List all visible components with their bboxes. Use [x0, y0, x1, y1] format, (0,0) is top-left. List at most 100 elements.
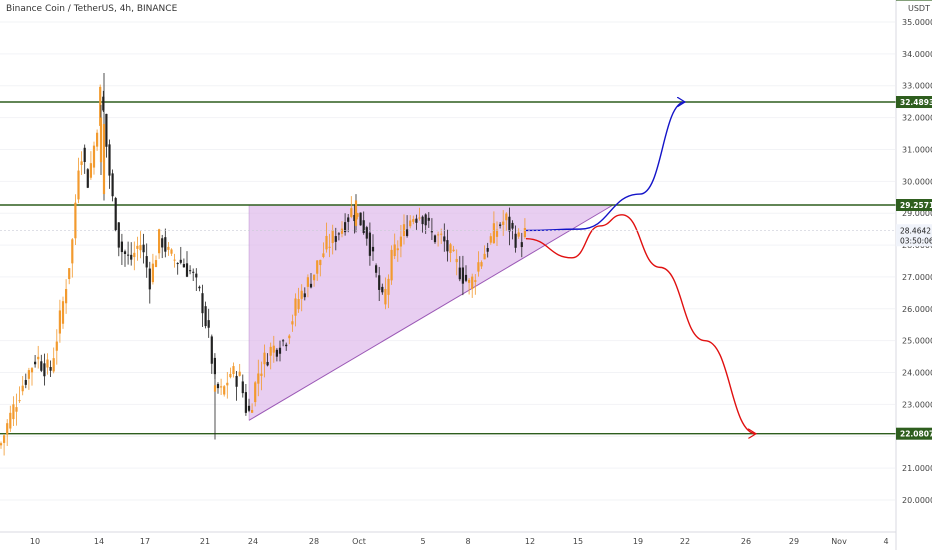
candle-body [229, 373, 232, 378]
candle-body [37, 356, 40, 360]
candle-body [415, 218, 418, 223]
candle-body [511, 222, 514, 229]
candle-body [80, 161, 83, 165]
candle-body [477, 262, 480, 272]
candle-body [375, 265, 378, 273]
bearish-projection-arrow [525, 214, 756, 434]
candle-body [142, 244, 145, 253]
candle-body [409, 220, 412, 227]
price-tick-label: 26.0000 [902, 305, 932, 314]
candle-body [130, 254, 133, 260]
candle-body [74, 202, 77, 239]
chart-title: Binance Coin / TetherUS, 4h, BINANCE [6, 4, 178, 14]
candle-body [362, 220, 365, 234]
candle-body [365, 227, 368, 239]
price-tick-label: 34.0000 [902, 50, 932, 59]
candle-body [353, 215, 356, 222]
candle-body [43, 363, 46, 377]
candle-body [505, 213, 508, 221]
candle-body [9, 412, 12, 429]
candle-body [30, 368, 34, 373]
candle-body [359, 212, 362, 226]
time-tick-label: 29 [789, 537, 799, 546]
level-price-tag-label: 22.0807 [900, 430, 932, 439]
countdown-label: 03:50:06 [900, 236, 932, 245]
candle-body [120, 241, 123, 253]
candle-body [189, 270, 192, 272]
candle-body [421, 216, 424, 225]
candle-body [319, 259, 322, 266]
level-price-tag[interactable] [896, 96, 932, 109]
candle-body [390, 249, 393, 281]
level-price-tag[interactable] [896, 0, 932, 1]
candle-body [387, 278, 390, 295]
bullish-projection-arrow [525, 102, 685, 232]
candle-body [291, 321, 294, 325]
candle-body [127, 254, 130, 256]
candle-body [77, 170, 80, 200]
price-axis: 20.000021.000022.000023.000024.000025.00… [895, 0, 932, 550]
candle-body [437, 234, 440, 236]
price-tags: 32.489329.257122.080735.860228.464203:50… [0, 0, 932, 440]
candle-body [356, 213, 359, 217]
candle-body [86, 169, 89, 188]
time-tick-label: 17 [140, 537, 150, 546]
candle-body [285, 344, 288, 347]
candle-body [201, 293, 204, 314]
candle-body [378, 275, 381, 290]
time-tick-label: 12 [525, 537, 535, 546]
time-axis: 10 14 17 21 24 28 Oct 5 8 12 15 19 22 26 29 Nov 4 [0, 531, 896, 546]
candle-body [161, 238, 164, 248]
price-tick-label: 33.0000 [902, 82, 932, 91]
candle-body [158, 229, 161, 254]
time-tick-label: 8 [465, 537, 470, 546]
candle-body [164, 237, 167, 252]
candle-body [393, 244, 396, 257]
candle-body [21, 385, 24, 392]
horizontal-levels [0, 101, 896, 435]
candle-body [288, 335, 291, 339]
candle-body [384, 288, 387, 305]
candle-body [508, 216, 511, 232]
price-tick-label: 21.0000 [902, 464, 932, 473]
time-tick-label: 26 [741, 537, 751, 546]
candle-body [232, 366, 235, 375]
candle-body [204, 306, 207, 327]
level-price-tag[interactable] [896, 199, 932, 212]
candle-body [282, 340, 285, 342]
price-tick-label: 27.0000 [902, 273, 932, 282]
candle-body [154, 260, 158, 267]
time-tick-label: 5 [420, 537, 425, 546]
level-price-tag[interactable] [896, 427, 932, 440]
candle-body [464, 274, 468, 281]
candle-body [96, 132, 99, 147]
candle-body [55, 341, 58, 351]
candle-body [486, 248, 489, 252]
candle-body [303, 293, 306, 298]
current-price-tag[interactable] [896, 224, 932, 247]
candle-body [170, 249, 173, 254]
candle-body [0, 443, 3, 446]
candle-body [430, 231, 433, 233]
candle-body [337, 233, 340, 235]
candle-body [344, 222, 347, 233]
candle-body [108, 144, 111, 176]
candle-body [210, 336, 213, 364]
candle-body [350, 208, 353, 217]
candle-body [151, 263, 154, 283]
candle-body [354, 200, 358, 226]
candle-body [474, 280, 477, 282]
candle-body [313, 274, 316, 281]
candle-body [260, 373, 263, 376]
candle-body [235, 375, 238, 387]
candle-body [254, 382, 257, 403]
candle-body [139, 245, 142, 251]
price-tick-label: 23.0000 [902, 400, 932, 409]
candle-body [449, 244, 452, 253]
candle-body [418, 217, 421, 219]
candle-body [136, 245, 139, 249]
candle-body [24, 379, 27, 385]
candle-body [514, 233, 517, 248]
time-tick-label: 24 [248, 537, 258, 546]
